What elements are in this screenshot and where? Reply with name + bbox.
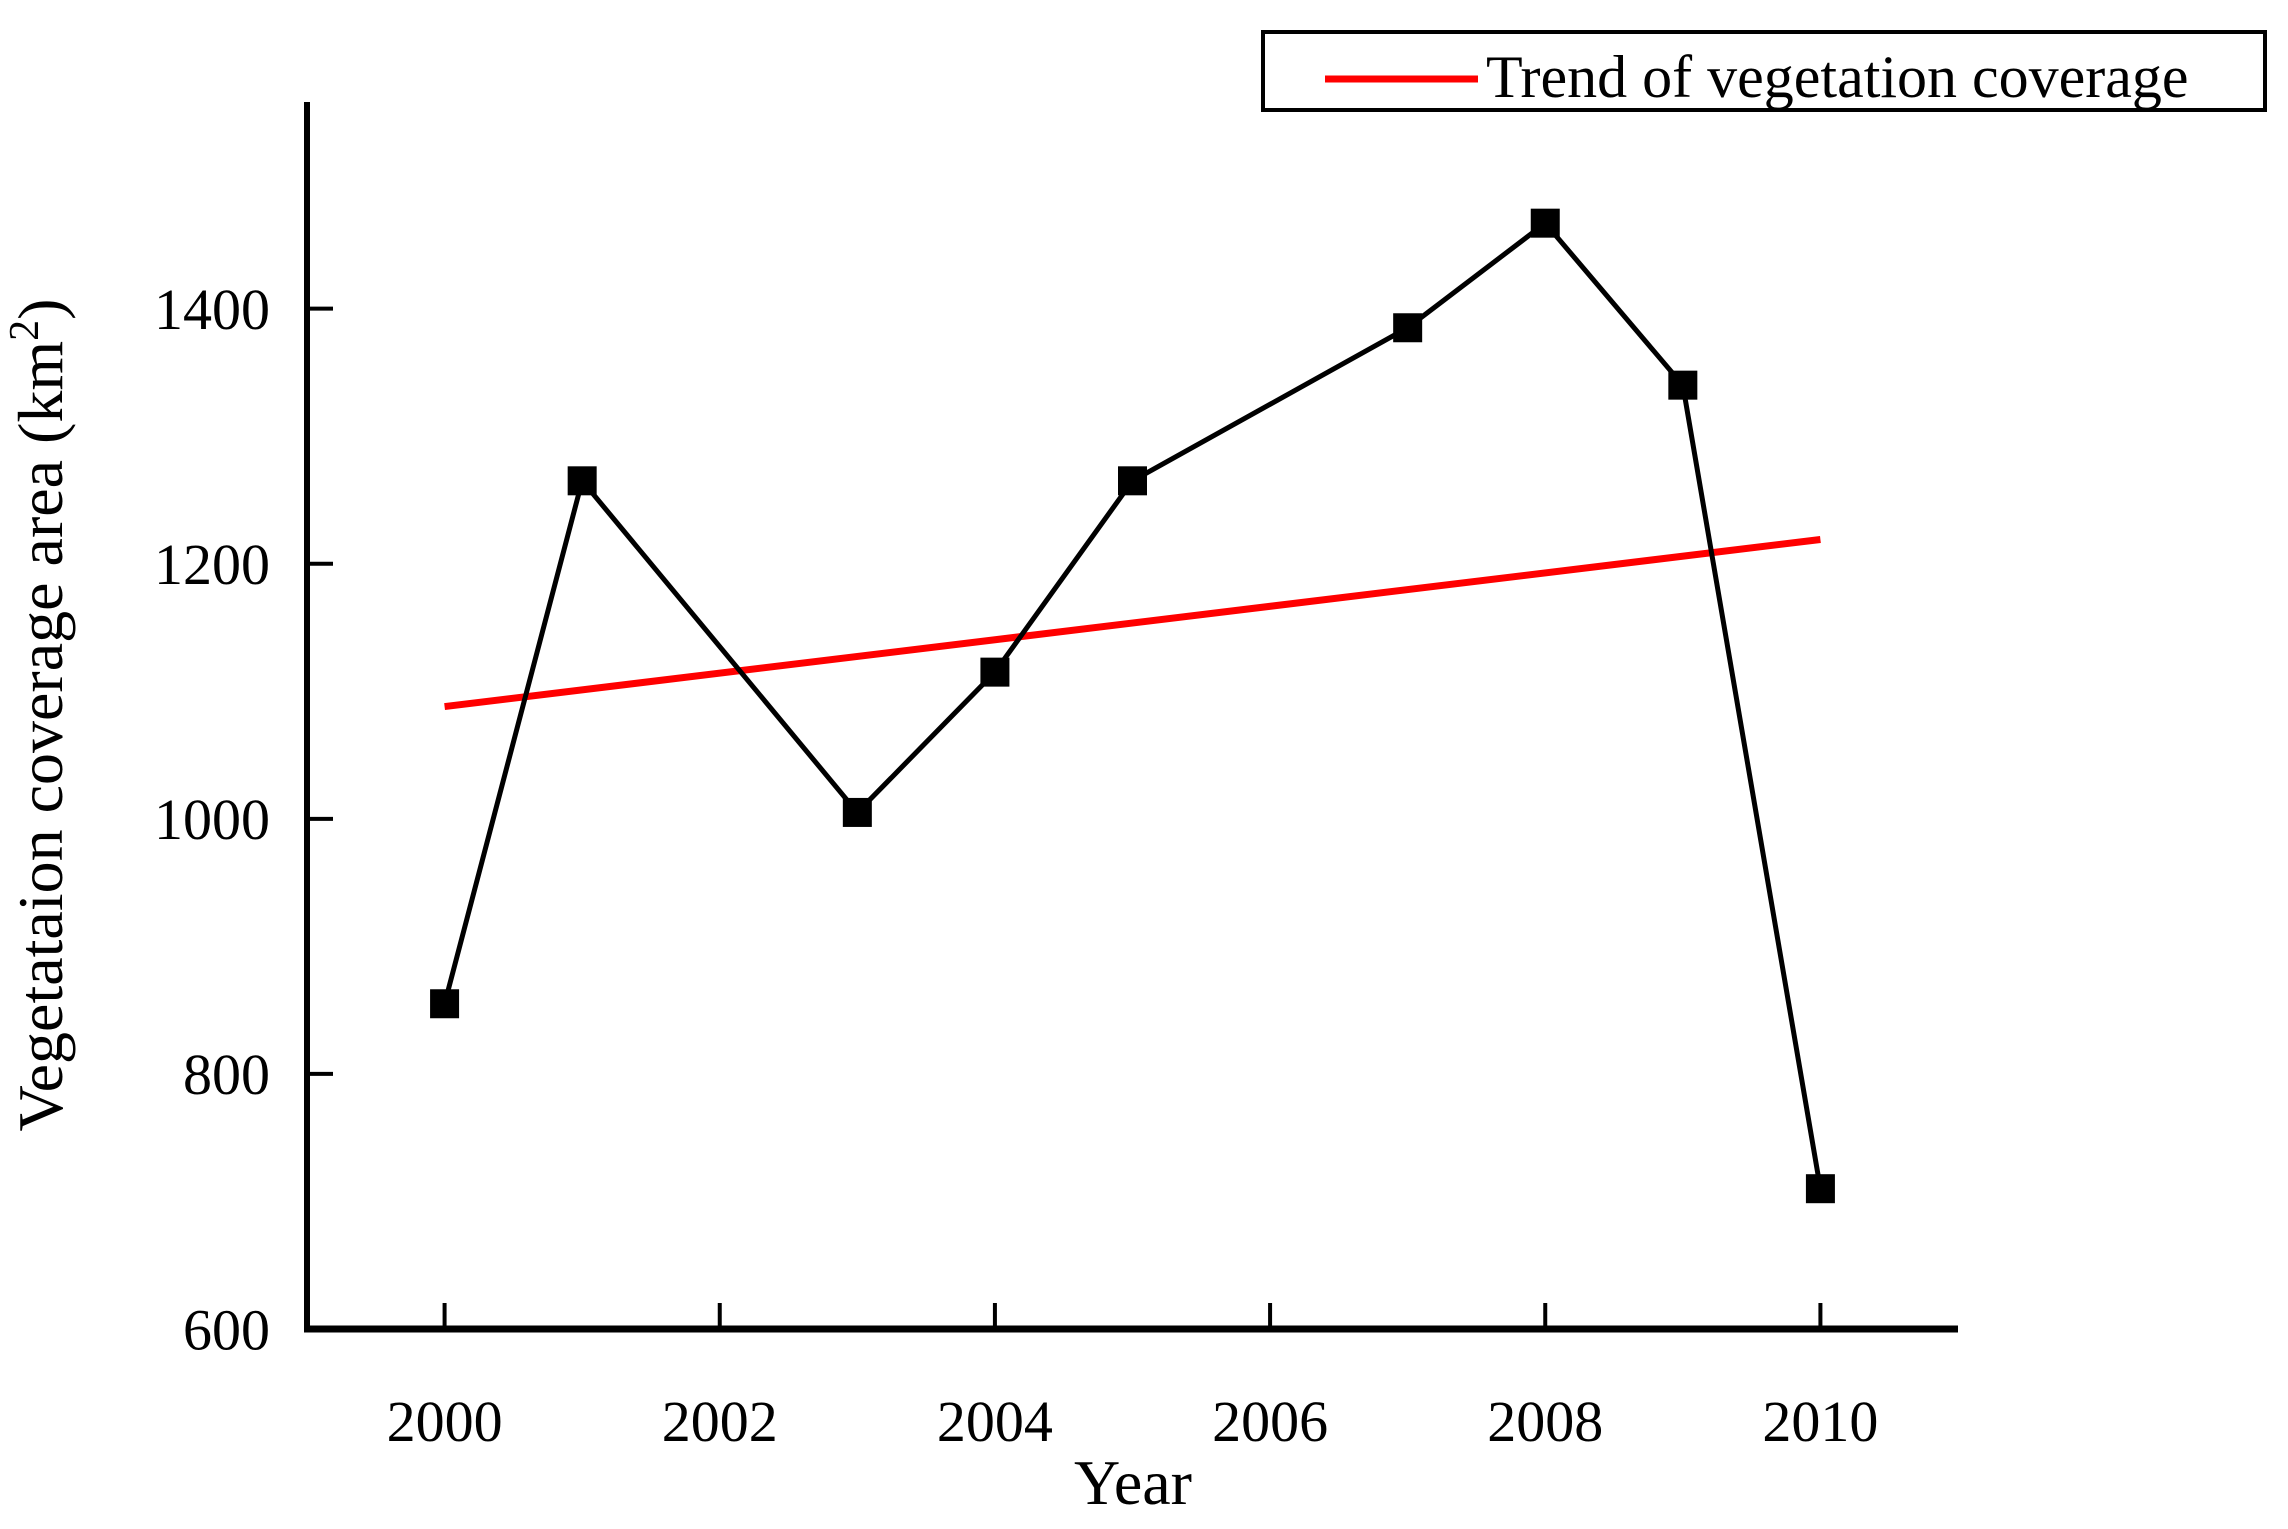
x-tick-label: 2002 [662,1389,778,1454]
x-tick-label: 2004 [937,1389,1053,1454]
x-tick-label: 2010 [1762,1389,1878,1454]
trend-line [444,536,1821,711]
y-axis-title-group: Vegetataion coverage area (km2) [2,299,76,1132]
y-tick-label: 600 [183,1297,270,1362]
legend-label: Trend of vegetation coverage [1486,44,2189,110]
x-tick-label: 2006 [1212,1389,1328,1454]
data-point-marker [1668,370,1698,400]
y-tick-label: 800 [183,1042,270,1107]
y-axis: 600 800 1000 1200 1400 [154,102,333,1362]
data-point-marker [567,466,597,496]
legend-box [1261,30,2267,112]
data-point-marker [1393,313,1423,343]
legend: Trend of vegetation coverage [1261,30,2267,112]
data-point-marker [980,657,1010,687]
x-axis: 2000 2002 2004 2006 2008 2010 [304,1303,1958,1454]
data-line [442,219,1823,1190]
y-axis-title: Vegetataion coverage area (km2) [2,299,76,1132]
y-tick-label: 1000 [154,787,270,852]
trend-line-layer [444,536,1821,711]
data-series-layer [430,208,1835,1204]
x-tick-label: 2000 [387,1389,503,1454]
data-point-marker [1530,208,1560,238]
y-tick-label: 1400 [154,277,270,342]
data-point-marker [430,989,460,1019]
y-tick-label: 1200 [154,532,270,597]
x-tick-label: 2008 [1487,1389,1603,1454]
data-point-marker [1118,466,1147,496]
data-point-marker [842,797,872,827]
x-axis-title: Year [1074,1447,1192,1518]
data-point-marker [1805,1174,1835,1204]
